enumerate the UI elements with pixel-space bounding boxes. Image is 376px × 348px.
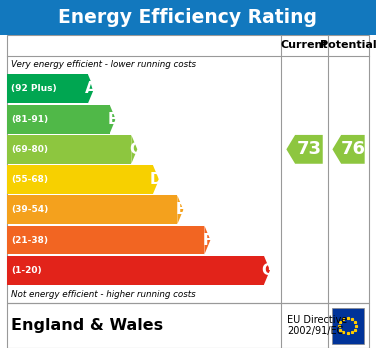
Text: Potential: Potential [320,40,376,50]
Polygon shape [287,135,323,164]
Text: EU Directive: EU Directive [287,315,347,325]
Text: (92 Plus): (92 Plus) [11,84,57,93]
Bar [7,165,153,194]
Bar [0,0,376,35]
Polygon shape [264,256,270,285]
Bar [7,303,369,348]
Polygon shape [153,165,159,194]
Text: (39-54): (39-54) [11,205,49,214]
Text: C: C [129,142,140,157]
Text: Not energy efficient - higher running costs: Not energy efficient - higher running co… [11,290,195,299]
Text: (1-20): (1-20) [11,266,42,275]
Text: England & Wales: England & Wales [11,318,163,333]
Text: 2002/91/EC: 2002/91/EC [287,326,343,336]
Bar [7,256,264,285]
Text: (55-68): (55-68) [11,175,48,184]
Bar [7,74,88,103]
Text: (69-80): (69-80) [11,145,48,154]
Text: A: A [85,81,97,96]
Text: Energy Efficiency Rating: Energy Efficiency Rating [59,8,317,27]
Bar [7,35,369,303]
Text: E: E [176,202,186,217]
Polygon shape [205,226,211,254]
Text: G: G [261,263,273,278]
Text: Current: Current [281,40,328,50]
Text: D: D [150,172,162,187]
Bar [7,195,177,224]
Polygon shape [332,135,365,164]
Text: B: B [107,112,119,127]
Polygon shape [110,105,116,134]
Text: (81-91): (81-91) [11,114,49,124]
Text: 76: 76 [340,140,365,158]
Polygon shape [177,195,183,224]
Bar [7,226,205,254]
Bar [7,135,131,164]
Text: (21-38): (21-38) [11,236,48,245]
Bar [7,105,110,134]
Text: F: F [203,232,213,247]
Polygon shape [131,135,137,164]
Text: 73: 73 [296,140,321,158]
Bar [332,308,364,344]
Text: Very energy efficient - lower running costs: Very energy efficient - lower running co… [11,60,196,69]
Polygon shape [88,74,94,103]
